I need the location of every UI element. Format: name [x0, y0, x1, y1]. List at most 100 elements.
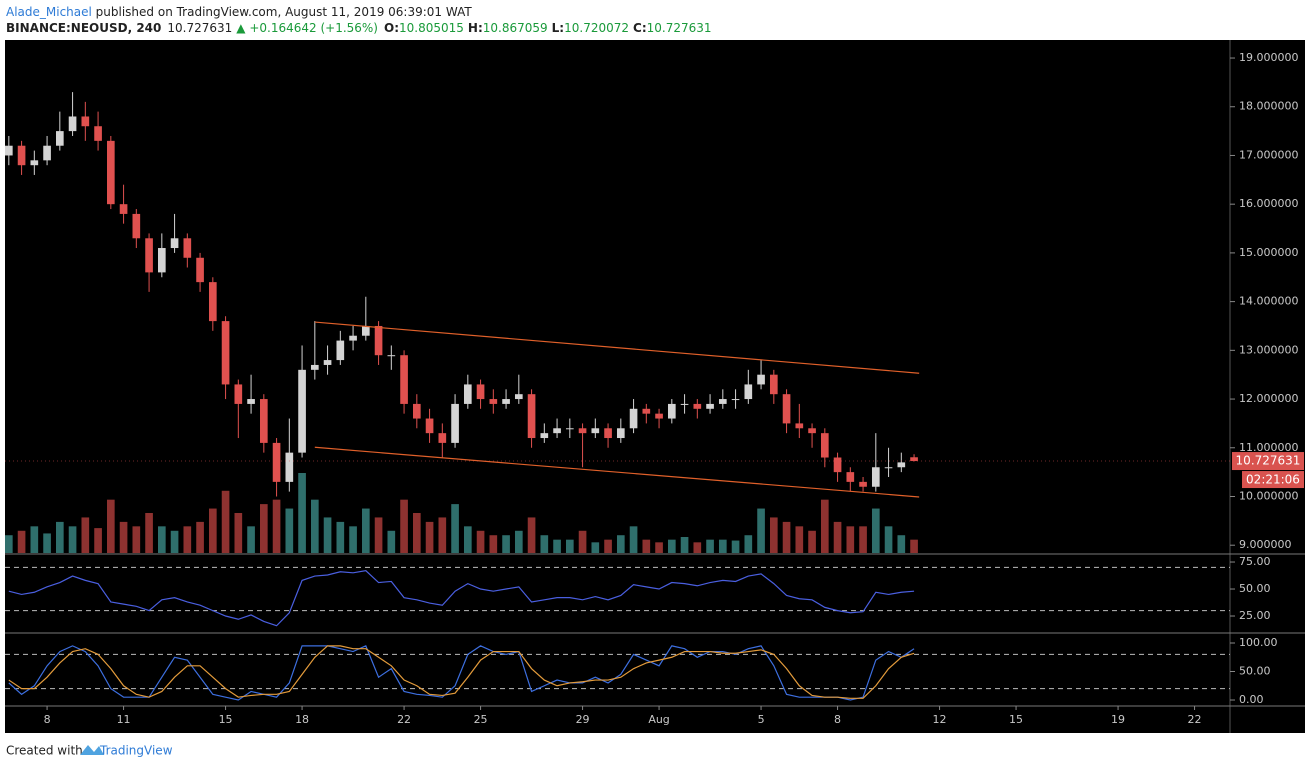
x-tick-label: 5 — [758, 713, 765, 726]
candle-body — [616, 428, 625, 439]
y-tick-label: 14.000000 — [1239, 295, 1299, 308]
candle-body — [425, 418, 434, 434]
x-tick-label: 22 — [397, 713, 411, 726]
candle-body — [196, 257, 204, 283]
candle-body — [412, 403, 421, 419]
volume-bar — [910, 539, 918, 553]
trendline — [314, 321, 920, 374]
volume-bar — [94, 528, 102, 553]
candle-body — [680, 403, 689, 405]
last-price: 10.727631 — [1236, 454, 1301, 468]
candle-body — [629, 408, 638, 429]
volume-bar — [183, 526, 192, 553]
volume-bar — [425, 521, 434, 553]
symbol-line: BINANCE:NEOUSD, 240 10.727631 ▲ +0.164642 … — [6, 21, 712, 35]
l-value: 10.720072 — [564, 21, 629, 35]
candle-body — [94, 126, 102, 141]
change: ▲ +0.164642 (+1.56%) — [236, 21, 378, 35]
o-label: O: — [384, 21, 399, 35]
volume-bar — [387, 530, 396, 553]
candle-body — [119, 204, 128, 214]
candle-body — [81, 116, 90, 127]
h-label: H: — [468, 21, 483, 35]
candle-body — [655, 413, 663, 419]
candle-body — [68, 116, 77, 132]
candle-body — [706, 403, 714, 409]
x-tick-label: Aug — [648, 713, 669, 726]
volume-bar — [310, 499, 319, 553]
volume-bar — [667, 539, 676, 553]
candle-body — [591, 428, 600, 434]
candle-body — [157, 248, 166, 273]
volume-bar — [298, 473, 306, 553]
candle-body — [349, 335, 357, 341]
volume-bar — [336, 521, 345, 553]
c-value: 10.727631 — [647, 21, 712, 35]
volume-bar — [693, 542, 702, 553]
candle-body — [298, 369, 306, 453]
candle-body — [897, 462, 906, 468]
volume-bar — [642, 539, 651, 553]
volume-bar — [361, 508, 370, 553]
volume-bar — [553, 539, 561, 553]
volume-bar — [578, 530, 587, 553]
y-tick-label: 50.00 — [1239, 665, 1271, 678]
volume-bar — [285, 508, 294, 553]
candle-body — [387, 355, 396, 357]
candle-body — [438, 433, 447, 443]
candle-body — [782, 394, 791, 424]
y-tick-label: 17.000000 — [1239, 148, 1299, 161]
candle-body — [578, 428, 587, 434]
y-tick-label: 11.000000 — [1239, 441, 1299, 454]
volume-bar — [846, 526, 855, 553]
author[interactable]: Alade_Michael — [6, 5, 92, 19]
volume-bar — [119, 521, 128, 553]
candle-body — [106, 140, 115, 205]
volume-bar — [680, 537, 689, 553]
candle-body — [514, 394, 523, 400]
volume-bar — [629, 526, 638, 553]
volume-bar — [349, 526, 357, 553]
x-tick-label: 25 — [474, 713, 488, 726]
candle-body — [769, 374, 778, 395]
volume-bar — [655, 542, 663, 553]
volume-bar — [744, 535, 753, 553]
candle-body — [540, 433, 549, 439]
x-tick-label: 29 — [576, 713, 590, 726]
candle-body — [463, 384, 472, 404]
candle-body — [553, 428, 561, 434]
candle-body — [565, 428, 574, 430]
logo — [80, 745, 104, 755]
volume-bar — [68, 526, 77, 553]
volume-bar — [616, 535, 625, 553]
c-label: C: — [633, 21, 647, 35]
indicator-line — [8, 645, 915, 701]
x-tick-label: 11 — [117, 713, 131, 726]
x-tick-label: 12 — [933, 713, 947, 726]
volume-bar — [706, 539, 714, 553]
countdown: 02:21:06 — [1246, 473, 1300, 487]
volume-bar — [718, 539, 727, 553]
volume-bar — [808, 530, 816, 553]
volume-bar — [81, 517, 90, 553]
volume-bar — [514, 530, 523, 553]
y-tick-label: 9.000000 — [1239, 538, 1292, 551]
candle-body — [693, 403, 702, 409]
volume-bar — [106, 499, 115, 553]
candle-body — [30, 160, 39, 166]
volume-bar — [247, 526, 255, 553]
last-price-box — [1232, 452, 1304, 471]
candle-body — [374, 325, 383, 356]
volume-bar — [604, 539, 612, 553]
candle-body — [604, 428, 612, 439]
volume-bar — [795, 526, 804, 553]
countdown-box — [1242, 471, 1304, 489]
volume-bar — [157, 526, 166, 553]
footer-brand[interactable]: TradingView — [99, 744, 173, 758]
o-value: 10.805015 — [399, 21, 464, 35]
candle-body — [285, 452, 294, 482]
x-tick-label: 19 — [1111, 713, 1125, 726]
candle-body — [846, 472, 855, 482]
volume-bar — [731, 540, 740, 553]
